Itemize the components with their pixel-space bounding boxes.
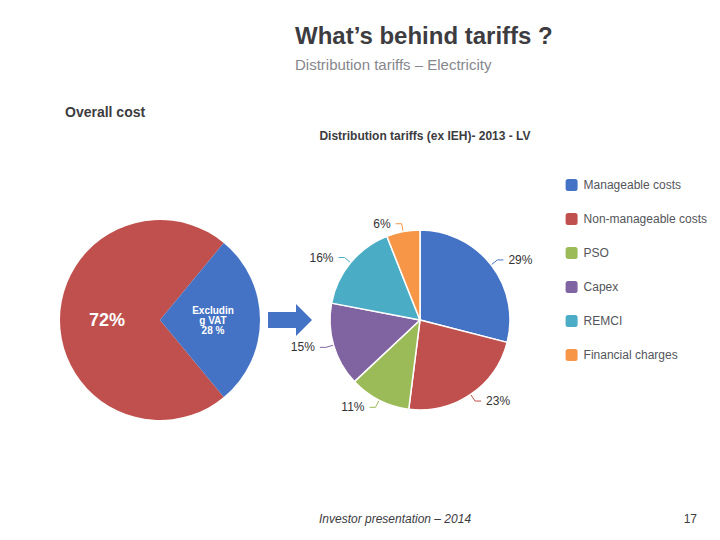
svg-text:Non-manageable costs: Non-manageable costs [584, 212, 707, 226]
svg-text:Investor presentation – 2014: Investor presentation – 2014 [319, 512, 471, 526]
svg-text:15%: 15% [291, 340, 315, 354]
svg-text:Financial charges: Financial charges [584, 348, 678, 362]
svg-text:g VAT: g VAT [199, 314, 227, 326]
svg-text:17: 17 [684, 512, 698, 526]
svg-text:What’s behind tariffs ?: What’s behind tariffs ? [295, 22, 553, 49]
svg-text:Capex: Capex [584, 280, 619, 294]
svg-text:PSO: PSO [584, 246, 609, 260]
svg-text:23%: 23% [486, 394, 510, 408]
svg-text:REMCI: REMCI [584, 314, 623, 328]
svg-text:Distribution tariffs – Electri: Distribution tariffs – Electricity [295, 56, 492, 73]
svg-text:Excludin: Excludin [192, 304, 234, 316]
svg-text:Manageable costs: Manageable costs [584, 178, 681, 192]
svg-text:28 %: 28 % [202, 325, 225, 336]
svg-text:Overall cost: Overall cost [65, 104, 145, 120]
svg-text:6%: 6% [373, 217, 391, 231]
svg-text:72%: 72% [89, 310, 125, 330]
svg-text:11%: 11% [341, 400, 364, 414]
svg-text:29%: 29% [508, 253, 532, 267]
svg-text:16%: 16% [309, 251, 333, 265]
svg-text:Distribution tariffs (ex IEH)-: Distribution tariffs (ex IEH)- 2013 - LV [319, 129, 530, 143]
